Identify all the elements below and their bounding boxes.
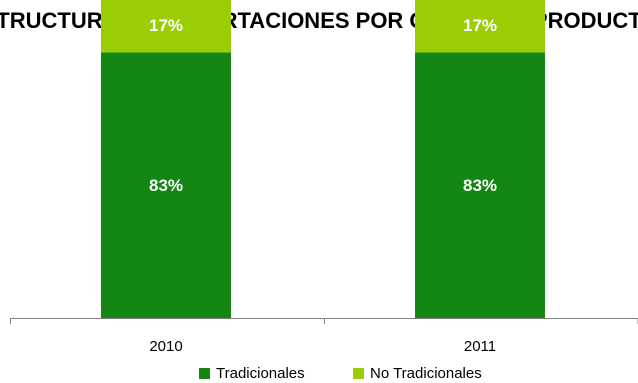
bar-no-tradicionales-2011	[415, 0, 545, 53]
legend-swatch-tradicionales	[199, 368, 210, 379]
legend-item-tradicionales: Tradicionales	[199, 365, 305, 382]
x-axis: 2010 2011	[10, 318, 638, 355]
legend-swatch-no-tradicionales	[353, 368, 364, 379]
legend-label-tradicionales: Tradicionales	[216, 365, 305, 382]
legend-item-no-tradicionales: No Tradicionales	[353, 365, 482, 382]
data-label-tradicionales-2011: 83%	[463, 176, 497, 195]
x-tick-label-2010: 2010	[149, 338, 182, 355]
data-label-no-tradicionales-2010: 17%	[149, 16, 183, 35]
legend-label-no-tradicionales: No Tradicionales	[370, 365, 482, 382]
bar-tradicionales-2010	[101, 52, 231, 319]
bar-no-tradicionales-2010	[101, 0, 231, 53]
bar-labels-group: 83% 17% 83% 17%	[149, 16, 497, 195]
x-tick-label-2011: 2011	[464, 338, 496, 355]
bar-tradicionales-2011	[415, 52, 545, 319]
bars-group	[101, 0, 545, 319]
legend: Tradicionales No Tradicionales	[0, 363, 638, 383]
data-label-no-tradicionales-2011: 17%	[463, 16, 497, 35]
data-label-tradicionales-2010: 83%	[149, 176, 183, 195]
